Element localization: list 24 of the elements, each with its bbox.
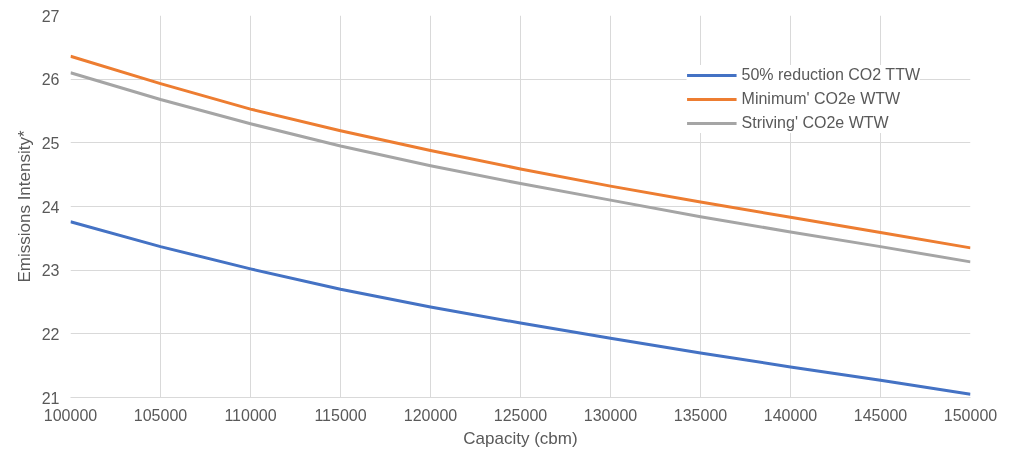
x-tick-label: 120000 [403, 406, 458, 424]
x-tick-label: 145000 [853, 406, 908, 424]
x-tick-label: 125000 [493, 406, 548, 424]
x-tick-label: 135000 [673, 406, 728, 424]
y-tick-label: 25 [41, 134, 60, 152]
legend-label: Striving' CO2e WTW [741, 114, 889, 132]
x-tick-label: 130000 [583, 406, 638, 424]
x-tick-label: 115000 [314, 406, 367, 424]
x-axis-title: Capacity (cbm) [463, 428, 578, 448]
x-tick-label: 110000 [224, 406, 277, 424]
y-tick-label: 22 [41, 325, 60, 343]
x-tick-label: 100000 [43, 406, 98, 424]
y-axis-title: Emissions Intensity* [14, 130, 34, 283]
y-tick-label: 27 [41, 7, 60, 25]
x-tick-label: 140000 [763, 406, 818, 424]
legend-label: Minimum' CO2e WTW [741, 90, 901, 108]
y-tick-label: 26 [41, 71, 60, 89]
x-tick-label: 105000 [133, 406, 188, 424]
legend-label: 50% reduction CO2 TTW [741, 66, 920, 84]
line-series [70, 220, 971, 396]
y-tick-label: 24 [41, 198, 60, 216]
y-tick-label: 23 [41, 262, 60, 280]
y-tick-label: 21 [41, 389, 60, 407]
x-tick-label: 150000 [943, 406, 998, 424]
